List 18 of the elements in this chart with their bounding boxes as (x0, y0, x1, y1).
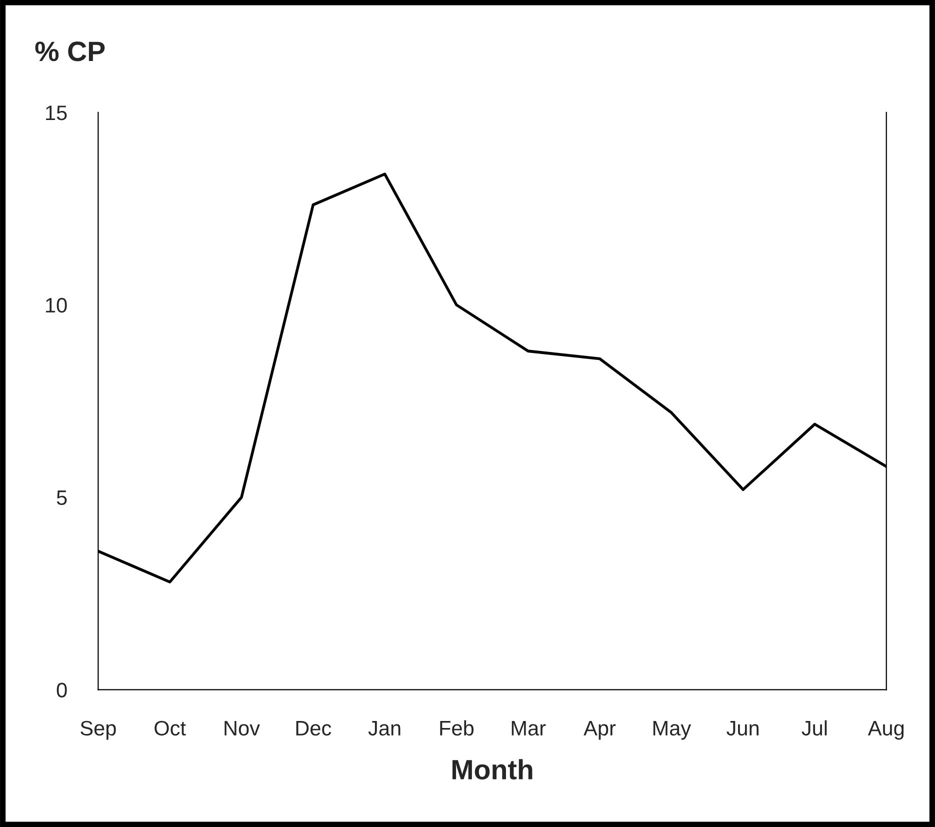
x-tick-label: Oct (154, 720, 186, 736)
x-tick-label: Mar (512, 721, 546, 736)
x-tick-label: May (653, 721, 692, 740)
x-tick-label: Feb (440, 720, 474, 736)
y-axis-title: % CP (35, 42, 105, 62)
x-tick-label: Dec (296, 721, 332, 736)
x-tick-label: Sep (80, 720, 116, 740)
x-tick-label: Apr (584, 721, 616, 740)
x-tick-label: Nov (224, 721, 260, 736)
y-tick-label: 15 (46, 106, 67, 120)
y-tick-label: 0 (56, 682, 67, 698)
y-tick-label: 5 (56, 490, 67, 506)
x-axis-title: Month (452, 759, 532, 780)
x-tick-label: Aug (868, 721, 904, 740)
x-tick-label: Jul (802, 720, 827, 736)
x-tick-label: Jun (726, 721, 759, 736)
x-tick-label: Jan (368, 721, 400, 736)
y-tick-label: 10 (46, 298, 67, 313)
